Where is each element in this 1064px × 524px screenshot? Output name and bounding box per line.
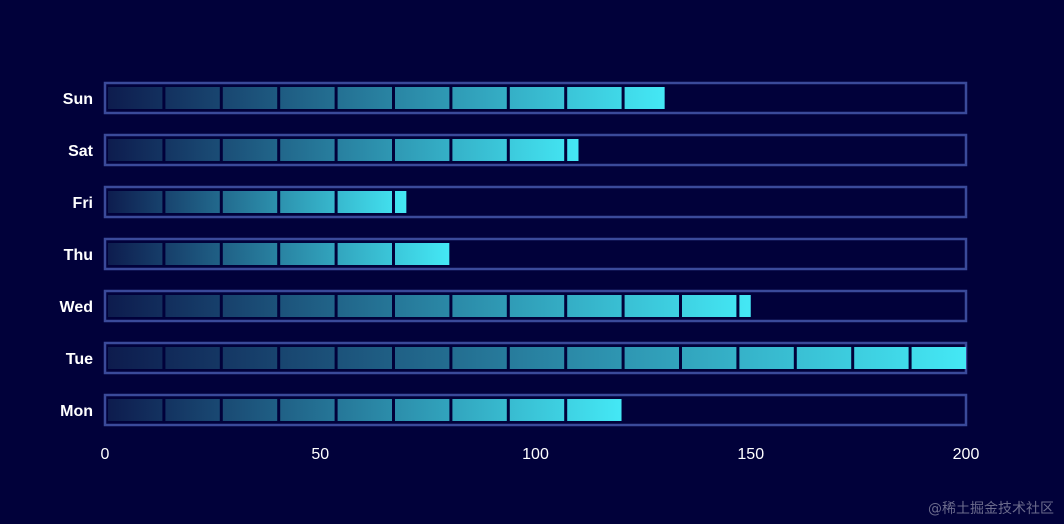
category-label-thu: Thu [64, 247, 93, 264]
x-tick-label: 150 [737, 446, 764, 463]
x-tick-label: 200 [953, 446, 980, 463]
bar-frame-sun [103, 81, 968, 115]
category-label-fri: Fri [73, 195, 93, 212]
bar-frame-thu [103, 237, 968, 271]
x-tick-label: 50 [311, 446, 329, 463]
bar-tue [108, 347, 966, 369]
x-tick-label: 100 [522, 446, 549, 463]
bar-fri [108, 191, 407, 213]
bar-frame-fri [103, 185, 968, 219]
category-label-sat: Sat [68, 143, 94, 160]
bar-mon [108, 399, 622, 421]
bar-sat [108, 139, 579, 161]
bar-wed [108, 295, 751, 317]
category-label-wed: Wed [60, 299, 93, 316]
bar-frame-sat [103, 133, 968, 167]
category-label-sun: Sun [63, 91, 93, 108]
bar-sun [108, 87, 665, 109]
x-tick-label: 0 [101, 446, 110, 463]
bar-thu [108, 243, 450, 265]
category-label-mon: Mon [60, 403, 93, 420]
bar-frame-wed [103, 289, 968, 323]
watermark: @稀土掘金技术社区 [928, 501, 1054, 517]
category-label-tue: Tue [66, 351, 93, 368]
bar-frame-mon [103, 393, 968, 427]
